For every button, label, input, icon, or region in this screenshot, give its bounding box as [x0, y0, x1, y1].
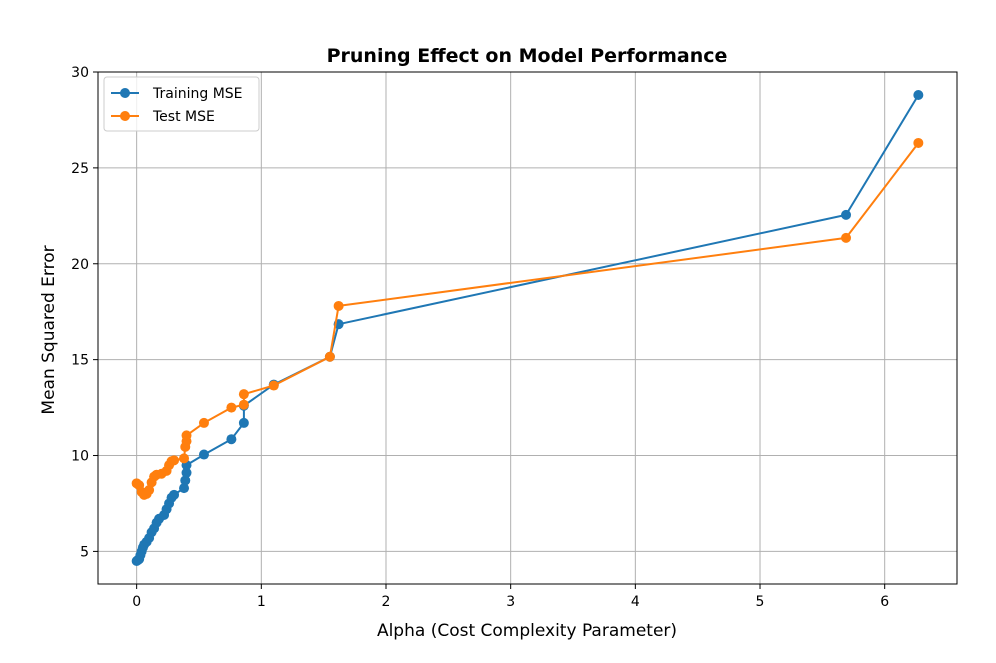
legend-marker-test: [120, 111, 130, 121]
chart-title: Pruning Effect on Model Performance: [327, 45, 728, 67]
data-point-test: [268, 380, 279, 391]
y-tick-label: 20: [71, 257, 89, 273]
legend-marker-training: [120, 88, 130, 98]
x-tick-label: 1: [257, 594, 266, 610]
y-tick-label: 10: [71, 449, 89, 465]
data-point-training: [841, 209, 852, 220]
data-point-training: [180, 475, 191, 486]
y-axis-label: Mean Squared Error: [39, 245, 59, 414]
x-tick-label: 4: [631, 594, 640, 610]
series-test: [131, 137, 924, 500]
data-point-test: [179, 453, 190, 464]
data-point-training: [913, 90, 924, 101]
data-point-test: [169, 455, 180, 466]
series-layer: [131, 90, 924, 566]
y-tick-label: 5: [80, 544, 89, 560]
x-axis-label: Alpha (Cost Complexity Parameter): [377, 621, 677, 641]
data-point-test: [238, 399, 249, 410]
data-point-test: [198, 417, 209, 428]
data-point-training: [169, 489, 180, 500]
data-point-test: [913, 137, 924, 148]
data-point-test: [181, 430, 192, 441]
x-tick-label: 2: [382, 594, 391, 610]
y-tick-label: 15: [71, 353, 89, 369]
x-tick-label: 3: [506, 594, 515, 610]
y-tick-label: 30: [71, 65, 89, 81]
axis-ticks: 0 1 2 3 4 5 6 5 10 15 20 25 30: [71, 65, 889, 610]
data-point-training: [198, 449, 209, 460]
data-point-test: [226, 402, 237, 413]
legend-box: [103, 76, 260, 132]
data-point-test: [238, 389, 249, 400]
x-tick-label: 0: [132, 594, 141, 610]
x-tick-label: 5: [756, 594, 765, 610]
data-point-training: [238, 417, 249, 428]
data-point-test: [333, 300, 344, 311]
data-point-test: [324, 351, 335, 362]
data-point-training: [226, 434, 237, 445]
data-point-test: [144, 485, 155, 496]
legend-label-test: Test MSE: [152, 109, 215, 125]
data-point-test: [841, 232, 852, 243]
y-tick-label: 25: [71, 161, 89, 177]
plot-frame: [97, 71, 958, 585]
grid: [98, 71, 957, 584]
legend: Training MSE Test MSE: [103, 76, 260, 132]
data-point-training: [181, 467, 192, 478]
legend-label-training: Training MSE: [152, 86, 243, 102]
data-point-training: [179, 483, 190, 494]
x-tick-label: 6: [880, 594, 889, 610]
